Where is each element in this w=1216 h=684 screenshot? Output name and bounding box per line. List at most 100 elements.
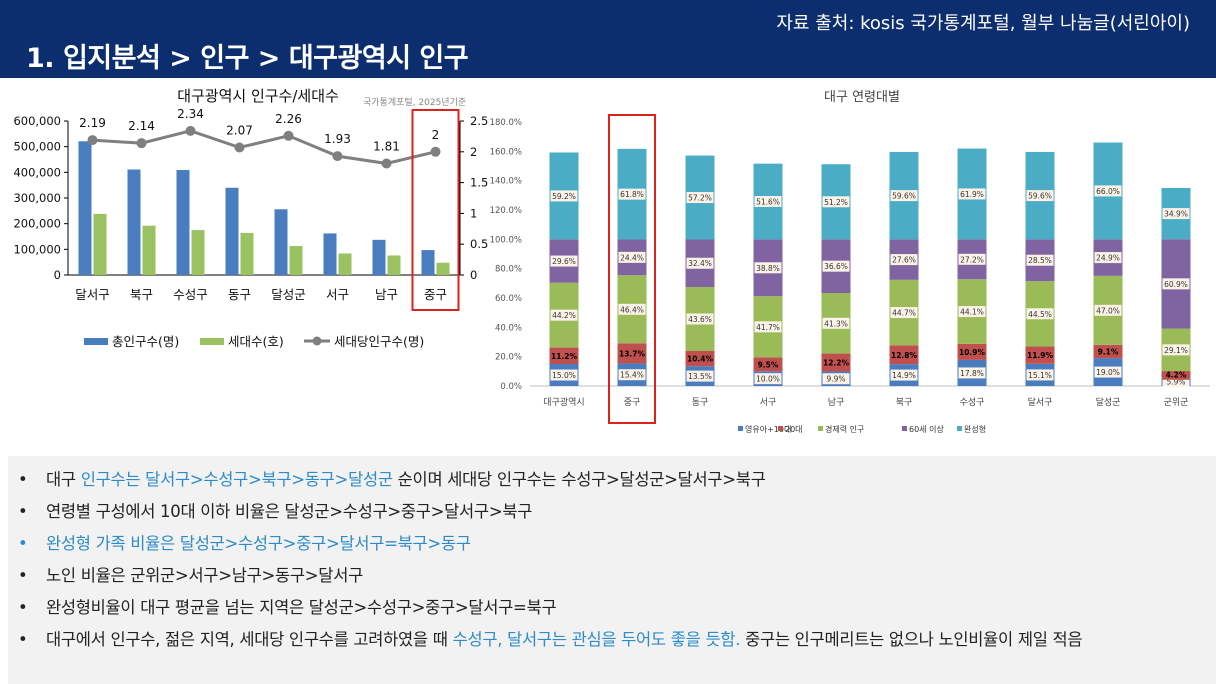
- chart2-data-label: 43.6%: [688, 315, 712, 324]
- chart2-data-label: 17.8%: [960, 369, 984, 378]
- chart1-bar-households: [93, 213, 107, 275]
- chart2-category-label: 달성군: [1096, 396, 1121, 408]
- chart1-bar-population: [225, 187, 239, 275]
- chart1-category-label: 서구: [326, 287, 349, 302]
- chart2-data-label-bg: [1162, 278, 1190, 290]
- chart2-data-label-bg: [1094, 366, 1122, 378]
- chart2-data-label: 29.1%: [1164, 346, 1188, 355]
- chart2-data-label-bg: [1026, 254, 1054, 266]
- chart1-legend-label: 세대당인구수(명): [334, 334, 424, 349]
- summary-highlight-text: 수성구, 달서구는 관심을 두어도 좋을 듯함.: [452, 630, 741, 649]
- chart2-data-label: 32.4%: [688, 259, 712, 268]
- chart2-data-label-bg: [958, 188, 986, 200]
- chart1-right-tick-label: 1.5: [470, 176, 488, 190]
- chart2-data-label: 59.6%: [1028, 192, 1052, 201]
- chart2-data-label-bg: [890, 254, 918, 266]
- chart2-data-label-bg: [1026, 369, 1054, 381]
- chart2-highlight-box: [608, 114, 656, 424]
- chart2-data-label-bg: [1026, 190, 1054, 202]
- chart1-bar-households: [436, 262, 450, 275]
- chart2-data-label-bg: [754, 262, 782, 274]
- chart1-left-tick-label: 100,000: [13, 242, 61, 256]
- chart2-data-label: 11.2%: [551, 352, 578, 361]
- chart1-point-label: 2.19: [79, 116, 106, 130]
- chart1-bar-population: [421, 250, 435, 275]
- chart2-data-label-bg: [1162, 208, 1190, 220]
- chart2-data-label-bg: [890, 349, 918, 361]
- chart2-data-label-bg: [958, 253, 986, 265]
- chart2-data-label-bg: [958, 306, 986, 318]
- chart2-data-label: 9.1%: [1098, 347, 1119, 356]
- chart2-data-label-bg: [550, 350, 578, 362]
- chart2-data-label-bg: [958, 346, 986, 358]
- chart1-category-label: 중구: [424, 287, 447, 302]
- chart2-legend-label: 경제력 인구: [825, 424, 864, 434]
- chart2-legend-swatch: [957, 426, 962, 431]
- chart2-data-label: 44.2%: [552, 311, 576, 320]
- chart2-category-label: 대구광역시: [543, 396, 584, 408]
- chart1-bar-households: [387, 255, 401, 275]
- summary-item: 대구 인구수는 달서구>수성구>북구>동구>달성군 순이며 세대당 인구수는 수…: [8, 464, 1216, 496]
- chart2-data-label: 36.6%: [824, 262, 848, 271]
- chart2-tick-label: 60.0%: [495, 294, 522, 304]
- chart2-data-label: 51.2%: [824, 198, 848, 207]
- summary-panel: 대구 인구수는 달서구>수성구>북구>동구>달성군 순이며 세대당 인구수는 수…: [8, 456, 1216, 684]
- chart2-data-label: 5.9%: [1166, 378, 1185, 387]
- chart1-line-point: [381, 158, 392, 169]
- chart1-bar-households: [338, 253, 352, 275]
- summary-text: 연령별 구성에서 10대 이하 비율은 달성군>수성구>중구>달서구>북구: [46, 502, 533, 521]
- chart2-data-label: 24.9%: [1096, 254, 1120, 263]
- chart2-data-label: 9.5%: [758, 360, 779, 369]
- chart2-data-label-bg: [822, 317, 850, 329]
- chart1-bar-population: [372, 239, 386, 275]
- chart1-category-label: 북구: [130, 287, 153, 302]
- chart1-subtitle: 국가통계포털, 2025년기준: [363, 96, 466, 108]
- chart2-legend-swatch: [818, 426, 823, 431]
- chart2-data-label: 61.9%: [960, 190, 984, 199]
- chart2-tick-label: 160.0%: [490, 147, 522, 157]
- chart1-right-tick-label: 0: [470, 268, 477, 282]
- chart2-data-label-bg: [1094, 304, 1122, 316]
- chart1-line-point: [136, 138, 147, 149]
- chart2-tick-label: 20.0%: [495, 353, 522, 363]
- chart1-bar-population: [323, 233, 337, 275]
- source-note: 자료 출처: kosis 국가통계포털, 월부 나눔글(서린아이): [776, 13, 1190, 34]
- chart2-category-label: 군위군: [1164, 397, 1189, 408]
- chart2-data-label-bg: [1094, 345, 1122, 357]
- chart2-data-label: 27.6%: [892, 256, 916, 265]
- chart2-data-label-bg: [618, 347, 646, 359]
- chart1-left-tick-label: 0: [54, 268, 61, 282]
- chart1-point-label: 1.81: [373, 140, 400, 154]
- chart1-left-tick-label: 600,000: [13, 114, 61, 128]
- chart2-data-label: 59.2%: [552, 192, 576, 201]
- chart2-data-label-bg: [1094, 185, 1122, 197]
- chart1-right-tick-label: 2: [470, 145, 477, 159]
- chart2-data-label: 29.6%: [552, 257, 576, 266]
- chart1-left-tick-label: 400,000: [13, 165, 61, 179]
- chart1-bar-population: [176, 170, 190, 275]
- summary-text: 완성형 가족 비율은 달성군>수성구>중구>달서구=북구>동구: [46, 534, 471, 553]
- chart2-data-label: 41.7%: [756, 323, 780, 332]
- chart2-category-label: 남구: [828, 397, 845, 408]
- chart2-data-label-bg: [890, 369, 918, 381]
- chart1-left-tick-label: 500,000: [13, 140, 61, 154]
- chart1-line-point: [185, 125, 196, 136]
- chart2-data-label-bg: [958, 367, 986, 379]
- summary-text: 대구에서 인구수, 젊은 지역, 세대당 인구수를 고려하였을 때: [46, 630, 453, 649]
- chart2-data-label-bg: [686, 192, 714, 204]
- summary-highlight-text: 인구수는 달서구>수성구>북구>동구>달성군: [80, 470, 393, 489]
- chart2-data-label-bg: [686, 370, 714, 382]
- chart2-category-label: 서구: [760, 397, 777, 408]
- chart1-bar-population: [274, 209, 288, 275]
- chart1-line-per-household: [92, 129, 436, 166]
- chart2-data-label: 10.4%: [687, 355, 714, 364]
- chart2-data-label: 46.4%: [620, 305, 644, 314]
- chart2-data-label-bg: [822, 373, 850, 385]
- chart1-legend-marker: [312, 336, 322, 346]
- chart2-data-label: 57.2%: [688, 194, 712, 203]
- chart1-category-label: 달성군: [271, 287, 306, 302]
- summary-item: 노인 비율은 군위군>서구>남구>동구>달서구: [8, 560, 1216, 592]
- chart2-data-label-bg: [1162, 368, 1190, 380]
